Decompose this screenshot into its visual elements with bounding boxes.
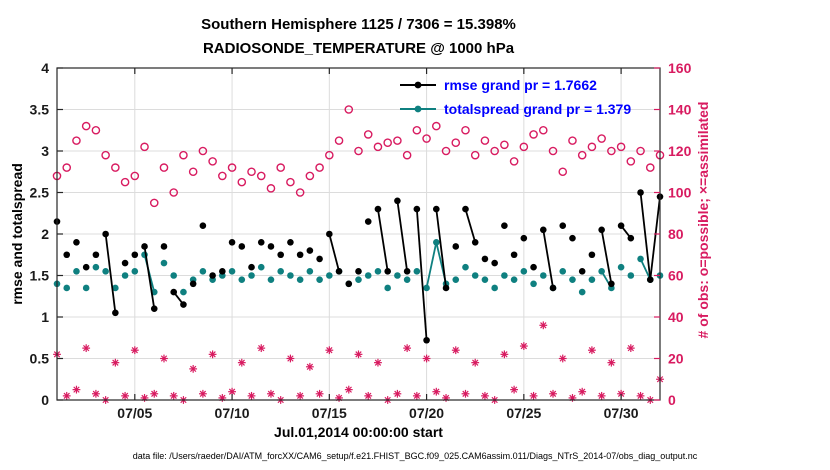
- right-tick-marks: [654, 67, 660, 401]
- svg-text:07/20: 07/20: [409, 405, 444, 421]
- data-file-path: data file: /Users/raeder/DAI/ATM_forcXX/…: [132, 451, 698, 461]
- totalspread-line-sample: [400, 105, 436, 113]
- legend-item-totalspread: totalspread grand pr = 1.379: [400, 98, 631, 120]
- series-possible-obs: [52, 105, 665, 208]
- svg-text:60: 60: [668, 268, 684, 284]
- legend-label-rmse: rmse grand pr = 1.7662: [444, 77, 597, 93]
- legend-item-rmse: rmse grand pr = 1.7662: [400, 74, 631, 96]
- tick-marks: [57, 67, 622, 401]
- svg-text:0: 0: [41, 392, 49, 408]
- y-axis-label-left: rmse and totalspread: [9, 163, 25, 305]
- svg-text:120: 120: [668, 143, 692, 159]
- svg-text:140: 140: [668, 102, 692, 118]
- svg-text:07/05: 07/05: [117, 405, 152, 421]
- legend-label-totalspread: totalspread grand pr = 1.379: [444, 101, 632, 117]
- svg-text:07/30: 07/30: [604, 405, 639, 421]
- svg-text:07/10: 07/10: [215, 405, 250, 421]
- y-axis-label-right: # of obs: o=possible; ×=assimilated: [695, 101, 711, 339]
- svg-text:20: 20: [668, 351, 684, 367]
- legend: rmse grand pr = 1.7662 totalspread grand…: [400, 74, 631, 120]
- chart-subtitle: RADIOSONDE_TEMPERATURE @ 1000 hPa: [202, 40, 515, 57]
- x-axis-tick-labels: 07/05 07/10 07/15 07/20 07/25 07/30: [117, 405, 639, 421]
- svg-text:2.5: 2.5: [30, 185, 50, 201]
- series-assimilated-obs: [53, 321, 664, 404]
- rmse-line-sample: [400, 81, 436, 89]
- svg-text:1.5: 1.5: [30, 268, 50, 284]
- svg-text:4: 4: [41, 60, 49, 76]
- x-axis-label: Jul.01,2014 00:00:00 start: [274, 424, 443, 440]
- chart-title: Southern Hemisphere 1125 / 7306 = 15.398…: [201, 16, 516, 33]
- svg-text:160: 160: [668, 60, 692, 76]
- series-rmse: [53, 189, 664, 344]
- right-axis-tick-labels: 0 20 40 60 80 100 120 140 160: [668, 60, 692, 408]
- svg-text:0.5: 0.5: [30, 351, 50, 367]
- svg-text:07/15: 07/15: [312, 405, 347, 421]
- svg-text:1: 1: [41, 309, 49, 325]
- svg-text:2: 2: [41, 226, 49, 242]
- svg-text:07/25: 07/25: [506, 405, 541, 421]
- svg-text:100: 100: [668, 185, 692, 201]
- svg-text:40: 40: [668, 309, 684, 325]
- svg-text:3.5: 3.5: [30, 102, 50, 118]
- svg-text:80: 80: [668, 226, 684, 242]
- svg-text:3: 3: [41, 143, 49, 159]
- left-axis-tick-labels: 0 0.5 1 1.5 2 2.5 3 3.5 4: [30, 60, 50, 408]
- svg-text:0: 0: [668, 392, 676, 408]
